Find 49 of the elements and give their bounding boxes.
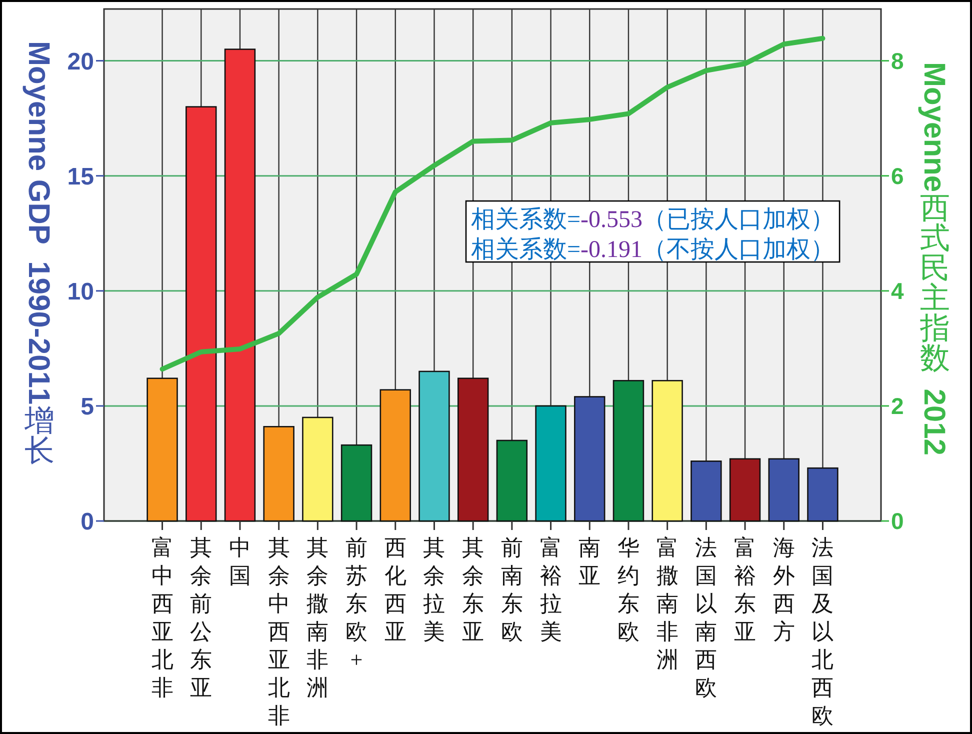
y2-tick-label: 8 — [891, 48, 904, 74]
bar — [224, 48, 256, 522]
bar — [457, 378, 489, 522]
y2-tick-label: 0 — [891, 508, 904, 534]
y2-tick-label: 6 — [891, 162, 904, 189]
bar — [418, 370, 450, 522]
y-tick-label: 20 — [67, 48, 94, 76]
bar — [340, 444, 372, 522]
bar — [690, 460, 722, 522]
x-tick-label: 富撒南非洲 — [656, 535, 678, 672]
bar — [302, 416, 334, 522]
bar — [380, 389, 411, 522]
x-tick-label: 其余撒南非洲 — [306, 535, 329, 700]
x-tick-label: 法国及以北西欧 — [812, 535, 834, 728]
bar — [729, 458, 761, 522]
x-tick-label: 其余拉美 — [423, 535, 446, 644]
x-tick-label: 其余中西亚北非 — [268, 535, 290, 728]
x-tick-label: 其余东亚 — [462, 535, 484, 644]
annotation-box: 相关系数=-0.553（已按人口加权） 相关系数=-0.191（不按人口加权） — [465, 200, 840, 263]
x-tick-label: 西化西亚 — [384, 535, 406, 644]
y-tick-label: 0 — [80, 508, 94, 536]
x-tick-label: 中国 — [228, 535, 251, 588]
bar — [263, 426, 294, 522]
x-tick-label: 前苏东欧+ — [346, 535, 368, 672]
bar — [496, 440, 528, 522]
x-tick-label: 海外西方 — [772, 535, 795, 644]
x-tick-label: 南亚 — [578, 535, 601, 588]
annotation: 相关系数=-0.191（不按人口加权） — [471, 236, 835, 263]
y2-tick-label: 2 — [891, 392, 904, 419]
bar — [807, 467, 838, 522]
bar — [768, 458, 800, 522]
x-tick-label: 法国以南西欧 — [695, 535, 718, 700]
y-tick-label: 10 — [67, 278, 94, 306]
x-tick-label: 其余前公东亚 — [190, 535, 212, 700]
bar — [186, 106, 217, 522]
bar — [652, 380, 683, 522]
x-tick-label: 华约东欧 — [617, 535, 640, 644]
bar — [535, 405, 566, 522]
y-tick-label: 5 — [80, 393, 94, 420]
bar — [146, 378, 178, 522]
bar — [612, 380, 644, 522]
x-tick-label: 前南东欧 — [500, 535, 523, 644]
annotation: 相关系数=-0.553（已按人口加权） — [471, 206, 835, 233]
x-tick-label: 富中西亚北非 — [151, 535, 174, 700]
x-tick-label: 富裕拉美 — [540, 535, 562, 644]
bar — [574, 396, 606, 522]
x-tick-label: 富裕东亚 — [734, 535, 756, 644]
y2-tick-label: 4 — [891, 278, 904, 304]
y-tick-label: 15 — [67, 163, 94, 190]
